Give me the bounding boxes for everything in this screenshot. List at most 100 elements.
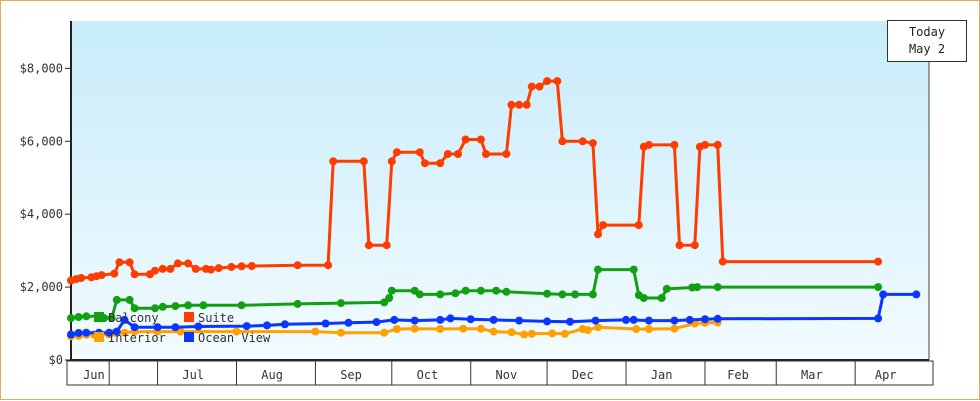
data-point (125, 295, 134, 304)
data-point (632, 325, 641, 333)
data-point (242, 322, 251, 331)
data-point (459, 324, 468, 333)
data-point (583, 326, 592, 335)
data-point (166, 264, 175, 273)
data-point (670, 324, 679, 333)
data-point (184, 259, 193, 268)
data-point (879, 290, 888, 299)
data-point (670, 140, 679, 149)
data-point (153, 323, 162, 332)
data-point (489, 327, 498, 336)
data-point (558, 290, 567, 299)
data-point (227, 263, 236, 271)
data-point (629, 315, 638, 324)
data-point (280, 320, 289, 329)
data-point (382, 241, 391, 250)
month-label: Dec (572, 368, 594, 382)
series-ocean-view (67, 290, 921, 339)
data-point (82, 328, 91, 337)
data-point (436, 290, 445, 299)
data-point (385, 294, 394, 302)
data-point (634, 221, 643, 230)
data-point (527, 82, 536, 91)
data-point (713, 140, 722, 149)
data-point (158, 264, 167, 273)
data-point (560, 329, 569, 338)
x-axis: Jun Jul Aug Sep Oct Nov Dec Jan Feb Mar Apr (66, 359, 934, 386)
data-point (130, 304, 139, 313)
y-axis: $0 $2,000 $4,000 $6,000 $8,000 (20, 21, 930, 367)
data-point (410, 324, 419, 333)
data-point (588, 139, 597, 148)
month-label: Jan (651, 368, 673, 382)
data-point (232, 327, 241, 336)
data-point (466, 315, 475, 324)
data-point (293, 299, 302, 308)
legend-swatch (94, 332, 104, 342)
data-point (874, 257, 883, 266)
data-point (543, 77, 552, 86)
data-point (120, 328, 129, 337)
data-point (675, 241, 684, 250)
data-point (387, 286, 396, 295)
data-point (415, 290, 424, 299)
data-point (120, 315, 129, 324)
data-point (685, 315, 694, 324)
data-point (392, 148, 401, 157)
data-point (594, 323, 602, 332)
data-point (594, 265, 602, 274)
data-point (874, 314, 883, 323)
data-point (247, 262, 256, 270)
data-point (476, 324, 485, 333)
series-layer (67, 77, 921, 341)
data-point (571, 290, 580, 299)
legend-swatch (184, 312, 194, 322)
data-point (670, 316, 679, 325)
data-point (107, 314, 116, 323)
data-point (410, 316, 419, 325)
month-label: Sep (340, 368, 362, 382)
series-balcony (67, 265, 883, 323)
legend-swatch (184, 332, 194, 342)
data-point (543, 289, 552, 298)
data-point (321, 319, 330, 328)
data-point (701, 140, 709, 149)
data-point (578, 137, 587, 146)
data-point (184, 301, 193, 310)
data-point (482, 150, 490, 158)
data-point (207, 265, 215, 274)
data-point (718, 257, 727, 266)
data-point (690, 241, 699, 250)
month-label: Feb (727, 368, 749, 382)
legend-label: Ocean View (198, 331, 271, 345)
y-tick-label: $0 (49, 353, 63, 367)
data-point (502, 150, 511, 158)
data-point (392, 325, 401, 333)
data-point (622, 315, 630, 324)
data-point (336, 328, 345, 337)
data-point (359, 157, 368, 166)
data-point (380, 328, 389, 337)
data-point (599, 221, 608, 230)
data-point (77, 274, 86, 282)
data-point (515, 100, 524, 109)
data-point (657, 294, 666, 302)
data-point (415, 148, 424, 157)
data-point (67, 314, 75, 323)
data-point (390, 315, 399, 324)
data-point (105, 328, 114, 337)
data-point (527, 329, 536, 338)
data-point (112, 295, 121, 304)
data-point (553, 77, 562, 86)
data-point (67, 330, 75, 339)
data-point (293, 261, 302, 270)
data-point (639, 294, 648, 302)
month-label: Jul (182, 368, 204, 382)
data-point (74, 313, 83, 321)
data-point (263, 321, 271, 330)
data-point (387, 157, 396, 166)
month-label: Nov (496, 368, 518, 382)
today-marker: Today May 2 (887, 20, 967, 62)
data-point (548, 329, 557, 338)
